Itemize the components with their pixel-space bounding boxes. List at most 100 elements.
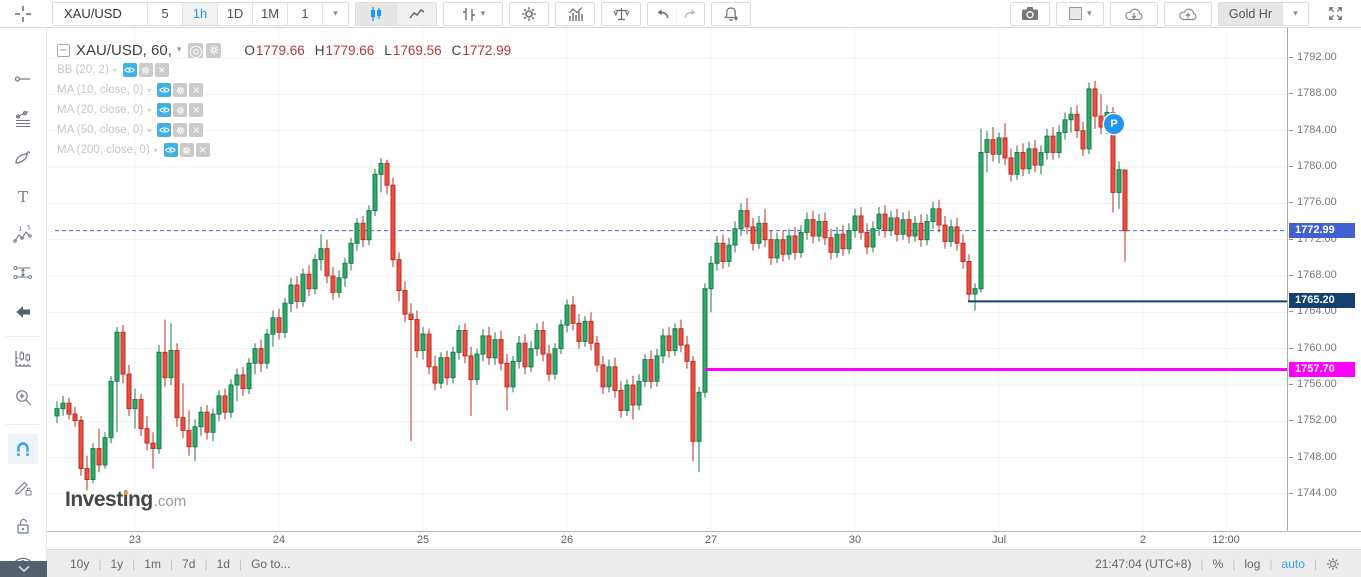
legend-settings-button[interactable] — [206, 42, 222, 58]
chevron-down-icon[interactable]: ▾ — [147, 125, 152, 135]
settings-button[interactable] — [509, 1, 549, 26]
candlestick-chart[interactable] — [47, 28, 1287, 531]
price-tick: 1776.00 — [1289, 196, 1337, 209]
price-tick: 1780.00 — [1289, 159, 1337, 172]
investing-watermark: Investing .com — [65, 488, 187, 511]
indicator-row: MA (50, close, 0) ▾ × — [57, 120, 511, 140]
chart-area[interactable]: − XAU/USD, 60, ▾ ◎ O 1779.66 H 1779.66 L 17… — [47, 28, 1287, 531]
symbol-button[interactable]: XAU/USD — [53, 2, 147, 25]
indicator-eye-button[interactable] — [157, 83, 172, 97]
indicator-delete-button[interactable]: × — [195, 143, 210, 157]
range-10y-button[interactable]: 10y — [70, 556, 90, 571]
measure-tool[interactable] — [8, 344, 38, 374]
layout-square-icon — [1069, 7, 1083, 20]
timeframe-5-button[interactable]: 5 — [147, 2, 182, 25]
axis-settings-button[interactable] — [1326, 557, 1340, 571]
eye-icon — [159, 87, 170, 93]
layout-select-button[interactable]: ▾ — [1055, 1, 1104, 26]
drawing-mode-icon[interactable] — [8, 472, 38, 502]
range-1d-button[interactable]: 1d — [216, 556, 230, 571]
indicators-button[interactable] — [555, 1, 595, 26]
crosshair-icon[interactable] — [0, 0, 46, 27]
undo-button[interactable] — [648, 2, 676, 25]
range-7d-button[interactable]: 7d — [182, 556, 196, 571]
indicator-settings-button[interactable] — [173, 83, 188, 97]
magnet-mode-icon[interactable] — [8, 434, 38, 464]
chevron-down-icon: ▾ — [333, 8, 338, 19]
indicator-settings-button[interactable] — [173, 103, 188, 117]
timeframe-dropdown[interactable]: ▾ — [322, 2, 348, 25]
price-tick: 1768.00 — [1289, 268, 1337, 281]
chevron-down-icon[interactable]: ▾ — [153, 145, 158, 155]
legend-collapse-button[interactable]: − — [57, 43, 70, 57]
chevron-down-icon[interactable]: ▾ — [112, 65, 117, 75]
indicator-settings-button[interactable] — [179, 143, 194, 157]
camera-icon — [1021, 7, 1038, 20]
timeframe-1d-button[interactable]: 1D — [217, 2, 252, 25]
indicator-row: BB (20, 2) ▾ × — [57, 60, 511, 80]
timeframe-1h-button[interactable]: 1h — [182, 2, 217, 25]
timeframe-1m-button[interactable]: 1M — [252, 2, 287, 25]
price-axis[interactable]: 1792.00 1788.00 1784.00 1780.00 1776.00 1772.… — [1287, 28, 1361, 531]
time-axis[interactable]: 23 24 25 26 27 30 Jul 2 12:00 — [47, 531, 1361, 549]
template-dropdown[interactable]: ▾ — [1282, 2, 1308, 25]
timeframe-custom-button[interactable]: 1 — [287, 2, 322, 25]
auto-scale-button[interactable]: auto — [1281, 556, 1305, 571]
indicator-eye-button[interactable] — [157, 123, 172, 137]
price-tick: 1784.00 — [1289, 123, 1337, 136]
chevron-down-icon: ▾ — [1293, 8, 1298, 19]
time-tick: Jul — [991, 534, 1007, 546]
indicator-settings-button[interactable] — [138, 63, 153, 77]
load-chart-button[interactable] — [1109, 1, 1158, 26]
time-tick: 27 — [704, 534, 718, 546]
sidebar-collapse-tab[interactable] — [0, 561, 47, 577]
legend-visibility-button[interactable]: ◎ — [188, 40, 204, 60]
log-scale-button[interactable]: log — [1244, 556, 1261, 571]
template-button[interactable]: Gold Hr — [1218, 2, 1282, 25]
cloud-upload-icon — [1179, 8, 1197, 20]
indicator-eye-button[interactable] — [122, 63, 137, 77]
chevron-down-icon: ▾ — [1087, 8, 1092, 19]
bar-interval-button[interactable]: ▾ — [443, 1, 503, 26]
legend-title: XAU/USD, 60, — [76, 41, 172, 59]
gann-fibonacci-tool[interactable] — [8, 104, 38, 134]
back-arrow-icon[interactable] — [8, 297, 38, 327]
candlestick-chart-button[interactable] — [356, 2, 396, 25]
percent-scale-button[interactable]: % — [1212, 556, 1224, 571]
gear-icon — [141, 66, 150, 74]
chevron-down-icon[interactable]: ▾ — [147, 105, 152, 115]
position-marker[interactable]: P — [1104, 114, 1124, 134]
chevron-down-icon[interactable]: ▾ — [147, 85, 152, 95]
chevron-down-icon[interactable]: ▾ — [176, 45, 182, 55]
indicator-settings-button[interactable] — [173, 123, 188, 137]
zoom-in-icon[interactable] — [8, 382, 38, 412]
redo-button[interactable] — [676, 2, 704, 25]
gear-icon — [1327, 557, 1339, 570]
range-1m-button[interactable]: 1m — [144, 556, 161, 571]
alert-bell-icon — [723, 6, 738, 21]
gear-icon — [176, 106, 185, 114]
indicator-delete-button[interactable]: × — [189, 83, 204, 97]
indicator-delete-button[interactable]: × — [189, 123, 204, 137]
indicator-delete-button[interactable]: × — [189, 103, 204, 117]
prediction-tool[interactable] — [8, 258, 38, 288]
compare-button[interactable] — [601, 1, 641, 26]
save-chart-button[interactable] — [1163, 1, 1212, 26]
indicator-eye-button[interactable] — [163, 143, 178, 157]
range-1y-button[interactable]: 1y — [110, 556, 124, 571]
screenshot-button[interactable] — [1009, 1, 1050, 26]
add-alert-button[interactable] — [711, 1, 751, 26]
chevron-down-icon — [17, 565, 30, 573]
indicators-icon — [568, 6, 583, 21]
goto-button[interactable]: Go to... — [251, 556, 291, 571]
lock-drawings-icon[interactable] — [8, 511, 38, 541]
line-chart-button[interactable] — [396, 2, 436, 25]
indicator-row: MA (10, close, 0) ▾ × — [57, 80, 511, 100]
text-tool[interactable]: T — [8, 182, 38, 212]
indicator-delete-button[interactable]: × — [154, 63, 169, 77]
fullscreen-button[interactable] — [1315, 2, 1355, 26]
brush-tool[interactable] — [8, 143, 38, 173]
trend-line-tool[interactable] — [8, 64, 38, 94]
indicator-eye-button[interactable] — [157, 103, 172, 117]
